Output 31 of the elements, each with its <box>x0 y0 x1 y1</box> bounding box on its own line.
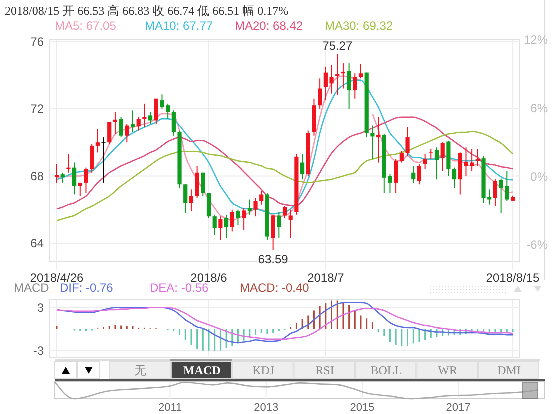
x-tick-label: 2015 <box>350 402 375 414</box>
y-tick-label: 76 <box>30 34 44 49</box>
text: MA30: 69.32 <box>325 19 394 33</box>
x-tick-label: 2018/7 <box>308 271 345 285</box>
text: RSI <box>316 364 334 378</box>
text: DMI <box>498 364 521 378</box>
text: 无 <box>134 364 147 378</box>
y2-tick-label: 6% <box>530 102 548 116</box>
y2-tick-label: 12% <box>524 33 548 48</box>
y-tick-label: 72 <box>30 102 44 116</box>
text: BOLL <box>370 364 402 378</box>
chart-title: 2018/08/15 开 66.53 高 66.83 收 66.74 低 66.51 幅 0.17% <box>5 4 289 18</box>
text: MA20: 68.42 <box>235 19 304 33</box>
y2-tick-label: -6% <box>526 238 548 252</box>
text: MA5: 67.05 <box>55 19 117 33</box>
series-label: MACD: -0.40 <box>240 281 310 295</box>
x-tick-label: 2011 <box>158 402 182 414</box>
y-tick-label: -3 <box>33 344 44 358</box>
annotation: 63.59 <box>258 252 289 266</box>
text: WR <box>438 364 458 378</box>
text: MACD <box>183 364 222 378</box>
y-tick-label: 3 <box>37 301 44 316</box>
x-tick-label: 2013 <box>254 402 279 414</box>
x-tick-label: 2017 <box>446 402 471 414</box>
text: MA10: 67.77 <box>145 19 214 33</box>
text: KDJ <box>252 364 275 378</box>
y2-tick-label: 0% <box>530 170 548 184</box>
y-tick-label: 64 <box>30 236 44 251</box>
y-tick-label: 68 <box>30 169 44 184</box>
x-tick-label: 2018/8/15 <box>486 271 540 285</box>
annotation: 75.27 <box>322 38 353 53</box>
